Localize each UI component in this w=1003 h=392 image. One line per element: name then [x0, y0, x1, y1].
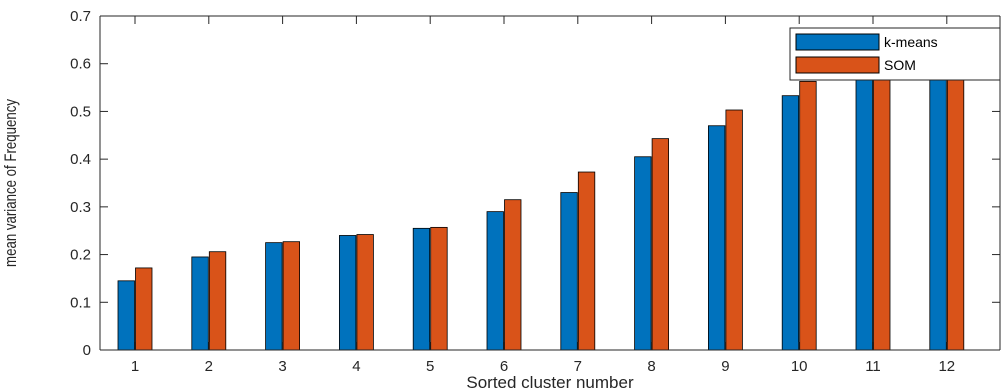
y-tick-label-3: 0.3: [70, 199, 91, 216]
bar-kmeans-11: [855, 70, 873, 351]
legend: k-means SOM: [789, 27, 1001, 81]
bar-som-1: [135, 267, 153, 351]
y-tick-label-0: 0: [83, 342, 91, 359]
bar-kmeans-9: [708, 125, 726, 351]
bar-kmeans-4: [338, 235, 357, 351]
y-tick-label-5: 0.5: [70, 103, 91, 120]
bar-kmeans-12: [929, 51, 947, 351]
x-tick-label-5: 5: [426, 358, 434, 375]
bar-kmeans-7: [560, 192, 578, 351]
y-tick-label-4: 0.4: [70, 151, 91, 168]
x-tick-label-3: 3: [278, 358, 286, 375]
bar-som-3: [282, 241, 301, 351]
x-tick-label-8: 8: [647, 358, 655, 375]
x-tick-label-9: 9: [721, 358, 729, 375]
bar-kmeans-1: [117, 280, 135, 351]
legend-swatch-kmeans: [795, 33, 880, 51]
y-ticks: 0 0.1 0.2 0.3 0.4 0.5 0.6 0.7: [70, 8, 1000, 359]
legend-label-som: SOM: [884, 57, 916, 73]
x-tick-label-10: 10: [791, 358, 808, 375]
bar-som-5: [430, 226, 448, 351]
y-axis-label: mean variance of Frequency: [2, 99, 21, 267]
x-ticks: 1 2 3 4 5 6 7 8 9 10 11 12: [131, 16, 955, 375]
bar-som-11: [873, 57, 891, 351]
bar-kmeans-10: [781, 95, 800, 351]
bar-som-10: [799, 80, 817, 351]
bar-som-6: [504, 199, 522, 351]
y-tick-label-2: 0.2: [70, 247, 91, 264]
x-tick-label-11: 11: [865, 358, 881, 375]
x-tick-label-1: 1: [131, 358, 139, 375]
bar-kmeans-3: [265, 242, 283, 351]
bar-som-8: [651, 138, 669, 351]
bar-kmeans-6: [486, 211, 504, 351]
bar-som-9: [725, 109, 743, 351]
bar-kmeans-8: [634, 156, 652, 351]
x-tick-label-12: 12: [938, 358, 955, 375]
x-tick-label-6: 6: [500, 358, 508, 375]
y-tick-label-6: 0.6: [70, 56, 91, 73]
y-tick-label-7: 0.7: [70, 8, 91, 25]
x-tick-label-2: 2: [205, 358, 213, 375]
y-tick-label-1: 0.1: [70, 294, 91, 311]
legend-swatch-som: [795, 56, 880, 74]
legend-label-kmeans: k-means: [884, 34, 938, 50]
bar-kmeans-5: [412, 227, 431, 351]
bar-kmeans-2: [191, 256, 209, 351]
bar-som-2: [208, 251, 227, 351]
bar-som-4: [356, 234, 374, 351]
x-tick-label-4: 4: [352, 358, 360, 375]
x-axis-label: Sorted cluster number: [466, 373, 634, 392]
x-tick-label-7: 7: [574, 358, 582, 375]
bar-som-7: [577, 171, 596, 351]
